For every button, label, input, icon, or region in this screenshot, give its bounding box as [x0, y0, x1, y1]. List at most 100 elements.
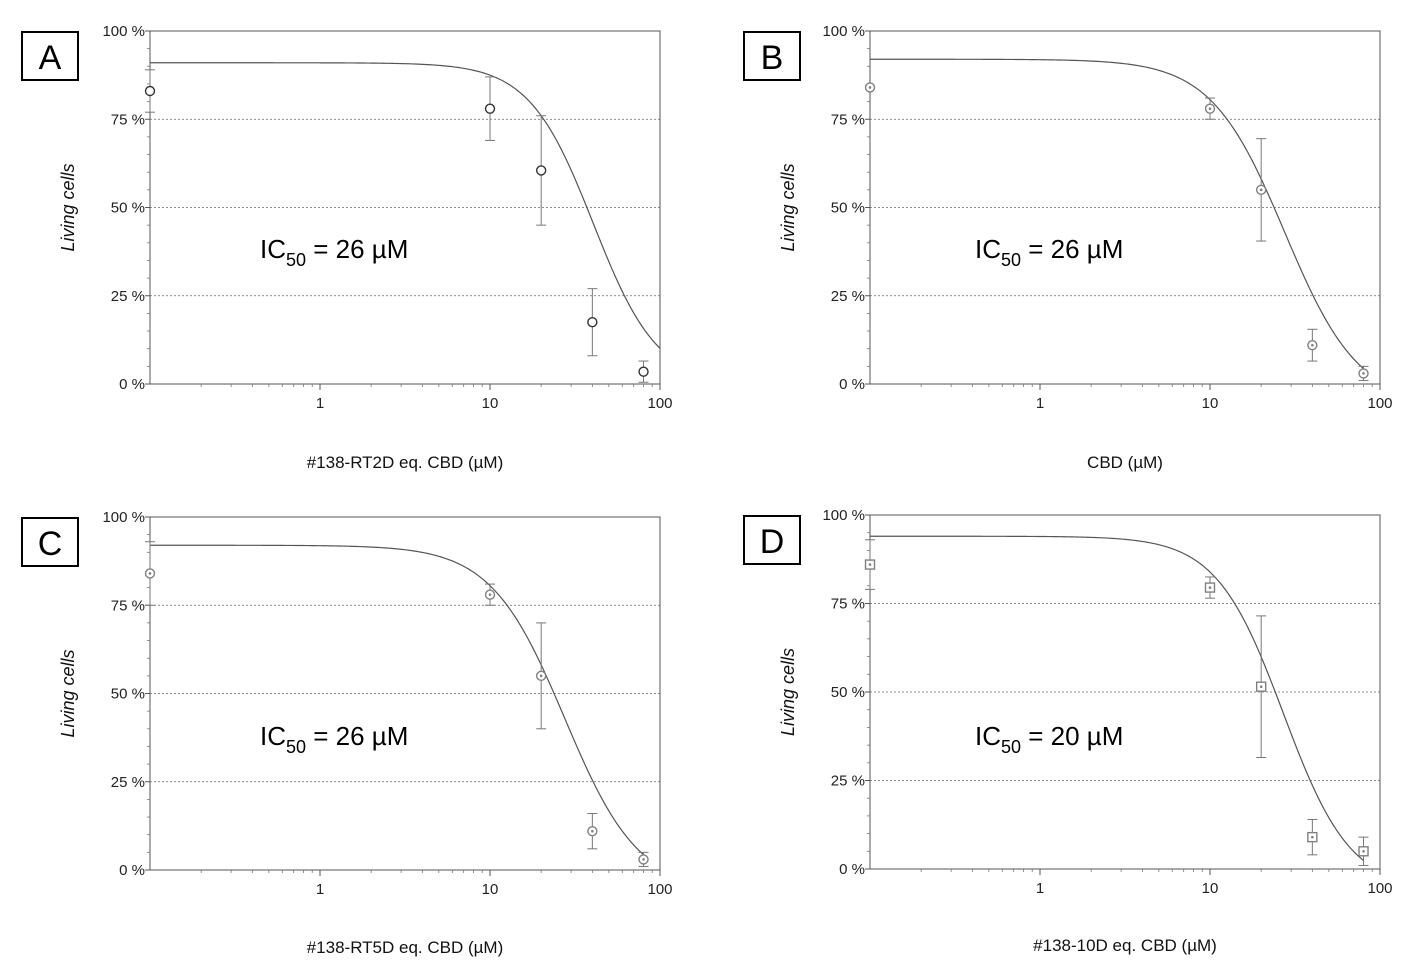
- ic50-annotation: IC50 = 26 µM: [260, 234, 408, 270]
- fit-curve: [870, 58, 1364, 370]
- data-point: [1255, 615, 1267, 758]
- data-point: [144, 541, 156, 606]
- marker: [144, 85, 156, 97]
- data-point: [1204, 576, 1216, 599]
- ic50-annotation: IC50 = 20 µM: [975, 721, 1123, 757]
- y-tick-label: 25 %: [111, 288, 145, 305]
- marker-dot: [591, 829, 594, 833]
- data-point: [484, 583, 496, 606]
- marker-dot: [1259, 188, 1263, 192]
- marker-dot: [1311, 835, 1314, 839]
- data-point: [484, 76, 496, 141]
- x-tick-label: 100: [1367, 395, 1392, 412]
- data-point: [864, 539, 876, 590]
- x-axis-label: #138-10D eq. CBD (µM): [1033, 936, 1217, 955]
- x-tick-label: 100: [647, 395, 672, 412]
- x-tick-label: 1: [1036, 395, 1044, 412]
- y-tick-label: 100 %: [102, 23, 145, 40]
- y-tick-label: 100 %: [822, 507, 865, 524]
- marker-dot: [488, 593, 492, 596]
- y-tick-label: 75 %: [831, 111, 865, 128]
- y-tick-label: 100 %: [102, 509, 145, 526]
- data-point: [638, 851, 649, 867]
- marker-dot: [539, 674, 543, 678]
- ic50-annotation: IC50 = 26 µM: [975, 234, 1123, 270]
- y-tick-label: 0 %: [119, 376, 145, 393]
- y-axis-label: Living cells: [58, 649, 78, 737]
- marker: [638, 366, 649, 377]
- data-point: [587, 813, 598, 850]
- panel-label: D: [760, 523, 785, 561]
- x-axis-label: #138-RT2D eq. CBD (µM): [307, 453, 504, 472]
- data-point: [638, 360, 649, 383]
- marker-dot: [148, 572, 152, 575]
- y-axis-label: Living cells: [58, 163, 78, 251]
- x-tick-label: 10: [482, 881, 499, 898]
- marker-dot: [868, 86, 872, 89]
- marker: [587, 317, 598, 328]
- marker-dot: [1362, 372, 1365, 375]
- panel-label-box: [21, 517, 79, 567]
- y-tick-label: 50 %: [111, 686, 145, 703]
- marker-dot: [1362, 850, 1365, 853]
- data-point: [864, 82, 876, 93]
- y-tick-label: 75 %: [831, 596, 865, 613]
- x-tick-label: 1: [316, 395, 324, 412]
- fit-curve: [870, 535, 1364, 861]
- marker: [535, 165, 547, 176]
- y-axis-label: Living cells: [778, 648, 798, 736]
- panel-label-box: [743, 31, 801, 81]
- data-point: [1255, 138, 1267, 242]
- x-tick-label: 1: [1036, 880, 1044, 897]
- x-tick-label: 100: [1367, 880, 1392, 897]
- x-axis-label: #138-RT5D eq. CBD (µM): [307, 938, 504, 957]
- panel-label: B: [761, 39, 784, 77]
- y-tick-label: 50 %: [831, 200, 865, 217]
- panel-label: A: [39, 39, 62, 77]
- y-tick-label: 25 %: [831, 773, 865, 790]
- marker-dot: [1311, 343, 1314, 347]
- data-point: [144, 69, 156, 113]
- data-point: [1307, 818, 1318, 856]
- chart-panel-d: D 0 % 25 % 50 % 75 % 100 % 1 10 100 #138-10D eq. …: [743, 507, 1393, 955]
- marker-dot: [868, 563, 872, 566]
- panel-label-box: [21, 31, 79, 81]
- y-axis-label: Living cells: [778, 163, 798, 251]
- data-point: [1204, 97, 1216, 120]
- data-point: [1358, 836, 1369, 866]
- data-point: [1307, 328, 1318, 362]
- x-axis-label: CBD (µM): [1087, 453, 1163, 472]
- data-point: [587, 288, 598, 357]
- y-tick-label: 75 %: [111, 597, 145, 614]
- panel-label: C: [38, 525, 63, 563]
- chart-panel-a: A 0 % 25 % 50 % 75 % 100 % 1 10 100 #138-RT2D eq.…: [21, 23, 673, 472]
- marker-dot: [1259, 685, 1263, 688]
- y-tick-label: 0 %: [119, 862, 145, 879]
- fit-curve: [150, 62, 661, 349]
- x-tick-label: 100: [647, 881, 672, 898]
- marker-dot: [642, 858, 645, 861]
- y-tick-label: 0 %: [839, 376, 865, 393]
- y-tick-label: 50 %: [831, 684, 865, 701]
- y-tick-label: 25 %: [831, 288, 865, 305]
- panel-label-box: [743, 515, 801, 565]
- chart-panel-b: B 0 % 25 % 50 % 75 % 100 % 1 10 100 CBD (µM) Livin…: [743, 23, 1393, 472]
- data-point: [1358, 365, 1369, 381]
- marker: [484, 103, 496, 114]
- data-point: [535, 115, 547, 226]
- marker-dot: [1208, 586, 1212, 589]
- chart-panel-c: C 0 % 25 % 50 % 75 % 100 % 1 10 100 #138-RT5D eq.…: [21, 509, 673, 957]
- data-point: [535, 622, 547, 730]
- y-tick-label: 25 %: [111, 774, 145, 791]
- x-tick-label: 10: [1202, 880, 1219, 897]
- fit-curve: [150, 544, 644, 856]
- y-tick-label: 0 %: [839, 861, 865, 878]
- ic50-annotation: IC50 = 26 µM: [260, 721, 408, 757]
- y-tick-label: 100 %: [822, 23, 865, 40]
- marker-dot: [1208, 107, 1212, 110]
- y-tick-label: 50 %: [111, 200, 145, 217]
- y-tick-label: 75 %: [111, 111, 145, 128]
- x-tick-label: 10: [1202, 395, 1219, 412]
- x-tick-label: 10: [482, 395, 499, 412]
